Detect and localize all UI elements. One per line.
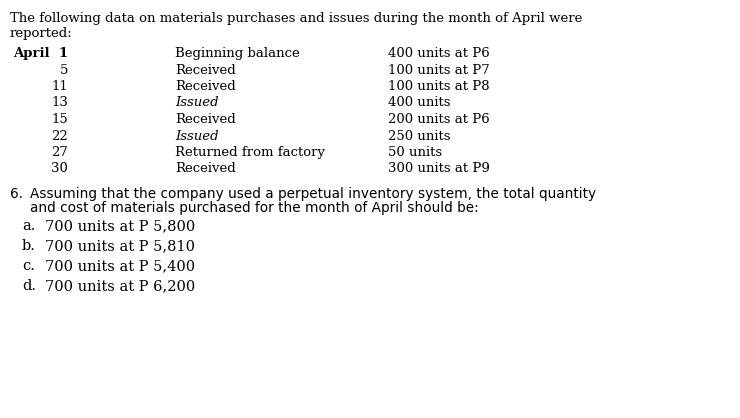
Text: April  1: April 1	[13, 47, 68, 60]
Text: 30: 30	[51, 163, 68, 176]
Text: 400 units: 400 units	[388, 97, 451, 110]
Text: 700 units at P 5,800: 700 units at P 5,800	[45, 219, 195, 233]
Text: 22: 22	[51, 130, 68, 143]
Text: 100 units at P8: 100 units at P8	[388, 80, 490, 93]
Text: and cost of materials purchased for the month of April should be:: and cost of materials purchased for the …	[30, 201, 479, 215]
Text: 250 units: 250 units	[388, 130, 451, 143]
Text: b.: b.	[22, 239, 36, 253]
Text: 13: 13	[51, 97, 68, 110]
Text: 11: 11	[51, 80, 68, 93]
Text: Received: Received	[175, 163, 236, 176]
Text: Received: Received	[175, 64, 236, 76]
Text: 6.: 6.	[10, 187, 23, 201]
Text: 50 units: 50 units	[388, 146, 442, 159]
Text: Assuming that the company used a perpetual inventory system, the total quantity: Assuming that the company used a perpetu…	[30, 187, 596, 201]
Text: Received: Received	[175, 80, 236, 93]
Text: Issued: Issued	[175, 97, 218, 110]
Text: 700 units at P 6,200: 700 units at P 6,200	[45, 279, 195, 293]
Text: The following data on materials purchases and issues during the month of April w: The following data on materials purchase…	[10, 12, 582, 25]
Text: 300 units at P9: 300 units at P9	[388, 163, 490, 176]
Text: 200 units at P6: 200 units at P6	[388, 113, 490, 126]
Text: c.: c.	[22, 259, 35, 273]
Text: 5: 5	[60, 64, 68, 76]
Text: Returned from factory: Returned from factory	[175, 146, 325, 159]
Text: a.: a.	[22, 219, 36, 233]
Text: reported:: reported:	[10, 27, 73, 40]
Text: 15: 15	[51, 113, 68, 126]
Text: d.: d.	[22, 279, 36, 293]
Text: 27: 27	[51, 146, 68, 159]
Text: 400 units at P6: 400 units at P6	[388, 47, 490, 60]
Text: Beginning balance: Beginning balance	[175, 47, 300, 60]
Text: 700 units at P 5,400: 700 units at P 5,400	[45, 259, 195, 273]
Text: Issued: Issued	[175, 130, 218, 143]
Text: 700 units at P 5,810: 700 units at P 5,810	[45, 239, 195, 253]
Text: 100 units at P7: 100 units at P7	[388, 64, 490, 76]
Text: Received: Received	[175, 113, 236, 126]
